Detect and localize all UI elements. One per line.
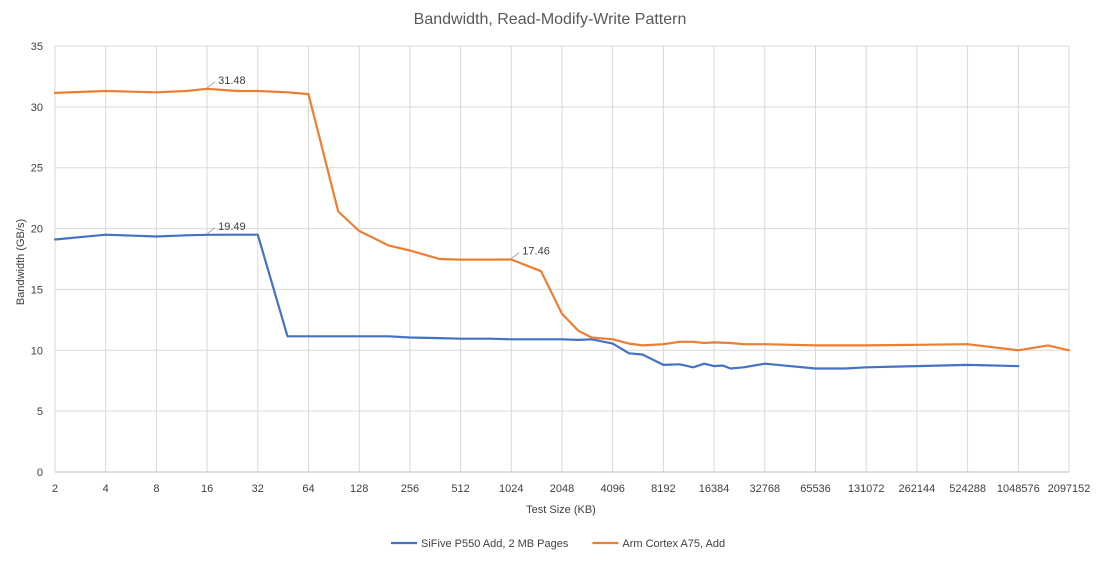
x-tick-label: 8	[153, 483, 159, 495]
y-axis-label: Bandwidth (GB/s)	[15, 219, 27, 305]
x-tick-label: 131072	[848, 483, 885, 495]
gridlines	[54, 45, 1070, 473]
legend-label-1: SiFive P550 Add, 2 MB Pages	[421, 538, 569, 550]
x-tick-label: 1048576	[997, 483, 1040, 495]
x-tick-label: 262144	[899, 483, 936, 495]
x-tick-label: 16	[201, 483, 213, 495]
x-tick-label: 524288	[949, 483, 986, 495]
legend-label-2: Arm Cortex A75, Add	[622, 538, 725, 550]
annotations: 31.48 19.49 17.46	[206, 75, 550, 259]
x-tick-label: 2048	[550, 483, 574, 495]
x-tick-label: 2097152	[1048, 483, 1091, 495]
y-tick-label: 5	[37, 406, 43, 418]
y-tick-label: 20	[31, 224, 43, 236]
series-line-1	[53, 233, 1020, 370]
data-label: 17.46	[522, 245, 550, 257]
x-tick-label: 4096	[600, 483, 624, 495]
axes: 0 5 10 15 20 25 30 35 2 4 8 16 32 64 128 256 512 1024 2048…	[31, 41, 1091, 495]
x-tick-label: 32768	[750, 483, 781, 495]
data-label: 31.48	[218, 75, 246, 87]
y-tick-label: 35	[31, 41, 43, 53]
series-layer	[53, 87, 1071, 370]
x-tick-label: 16384	[699, 483, 730, 495]
x-tick-label: 512	[451, 483, 469, 495]
x-tick-label: 8192	[651, 483, 675, 495]
x-tick-label: 2	[52, 483, 58, 495]
x-tick-label: 64	[302, 483, 314, 495]
data-label-leader	[206, 227, 216, 235]
x-tick-label: 65536	[800, 483, 831, 495]
y-tick-label: 25	[31, 163, 43, 175]
x-tick-label: 32	[252, 483, 264, 495]
x-tick-label: 1024	[499, 483, 523, 495]
data-label-leader	[510, 252, 520, 259]
y-tick-label: 10	[31, 345, 43, 357]
x-tick-label: 256	[401, 483, 419, 495]
series-line-2	[53, 87, 1071, 352]
legend: SiFive P550 Add, 2 MB Pages Arm Cortex A7…	[391, 538, 725, 550]
y-tick-label: 30	[31, 102, 43, 114]
x-axis-label: Test Size (KB)	[526, 504, 596, 516]
chart-title: Bandwidth, Read-Modify-Write Pattern	[414, 11, 687, 28]
y-tick-label: 15	[31, 284, 43, 296]
x-tick-label: 4	[103, 483, 109, 495]
data-label-leader	[206, 81, 216, 89]
data-label: 19.49	[218, 221, 246, 233]
x-tick-label: 128	[350, 483, 368, 495]
y-tick-label: 0	[37, 467, 43, 479]
